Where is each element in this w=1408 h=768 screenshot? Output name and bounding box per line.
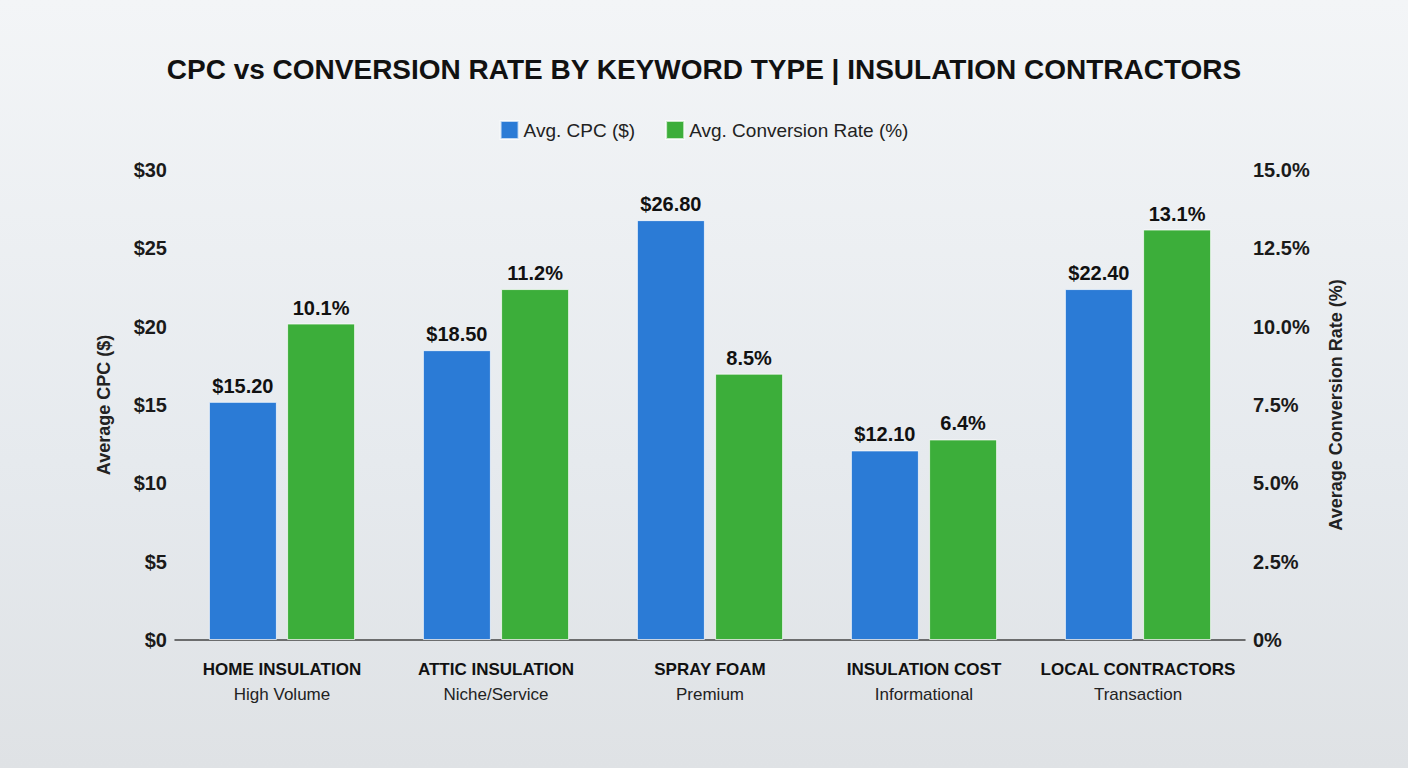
svg-text:SPRAY FOAM: SPRAY FOAM <box>654 660 765 679</box>
svg-text:10.1%: 10.1% <box>293 297 350 319</box>
svg-text:5.0%: 5.0% <box>1253 472 1299 494</box>
svg-text:12.5%: 12.5% <box>1253 237 1310 259</box>
svg-text:Avg. Conversion Rate (%): Avg. Conversion Rate (%) <box>689 120 908 141</box>
svg-text:7.5%: 7.5% <box>1253 394 1299 416</box>
svg-text:Informational: Informational <box>875 685 973 704</box>
svg-text:13.1%: 13.1% <box>1149 203 1206 225</box>
svg-text:$0: $0 <box>145 629 167 651</box>
svg-text:Avg. CPC ($): Avg. CPC ($) <box>524 120 636 141</box>
svg-text:$10: $10 <box>134 472 167 494</box>
svg-text:$18.50: $18.50 <box>426 323 487 345</box>
svg-text:INSULATION COST: INSULATION COST <box>847 660 1002 679</box>
svg-text:$25: $25 <box>134 237 167 259</box>
svg-text:$12.10: $12.10 <box>854 423 915 445</box>
svg-text:Average CPC ($): Average CPC ($) <box>94 335 114 475</box>
svg-text:CPC vs CONVERSION RATE BY KEYW: CPC vs CONVERSION RATE BY KEYWORD TYPE |… <box>167 54 1242 85</box>
svg-text:Average Conversion Rate (%): Average Conversion Rate (%) <box>1326 279 1346 530</box>
svg-text:11.2%: 11.2% <box>507 262 563 284</box>
svg-text:0%: 0% <box>1253 629 1282 651</box>
svg-text:High Volume: High Volume <box>234 685 330 704</box>
svg-text:$15.20: $15.20 <box>212 375 273 397</box>
svg-text:15.0%: 15.0% <box>1253 159 1310 181</box>
svg-text:6.4%: 6.4% <box>940 412 986 434</box>
svg-text:10.0%: 10.0% <box>1253 316 1310 338</box>
svg-text:$20: $20 <box>134 316 167 338</box>
svg-text:Premium: Premium <box>676 685 744 704</box>
svg-text:2.5%: 2.5% <box>1253 551 1299 573</box>
svg-text:Niche/Service: Niche/Service <box>444 685 549 704</box>
svg-text:$15: $15 <box>134 394 167 416</box>
svg-text:ATTIC INSULATION: ATTIC INSULATION <box>418 660 574 679</box>
svg-text:$26.80: $26.80 <box>640 193 701 215</box>
svg-text:$5: $5 <box>145 551 167 573</box>
svg-text:Transaction: Transaction <box>1094 685 1182 704</box>
svg-text:8.5%: 8.5% <box>726 347 772 369</box>
svg-text:LOCAL CONTRACTORS: LOCAL CONTRACTORS <box>1041 660 1236 679</box>
svg-text:$22.40: $22.40 <box>1068 262 1129 284</box>
svg-text:HOME INSULATION: HOME INSULATION <box>203 660 361 679</box>
svg-text:$30: $30 <box>134 159 167 181</box>
